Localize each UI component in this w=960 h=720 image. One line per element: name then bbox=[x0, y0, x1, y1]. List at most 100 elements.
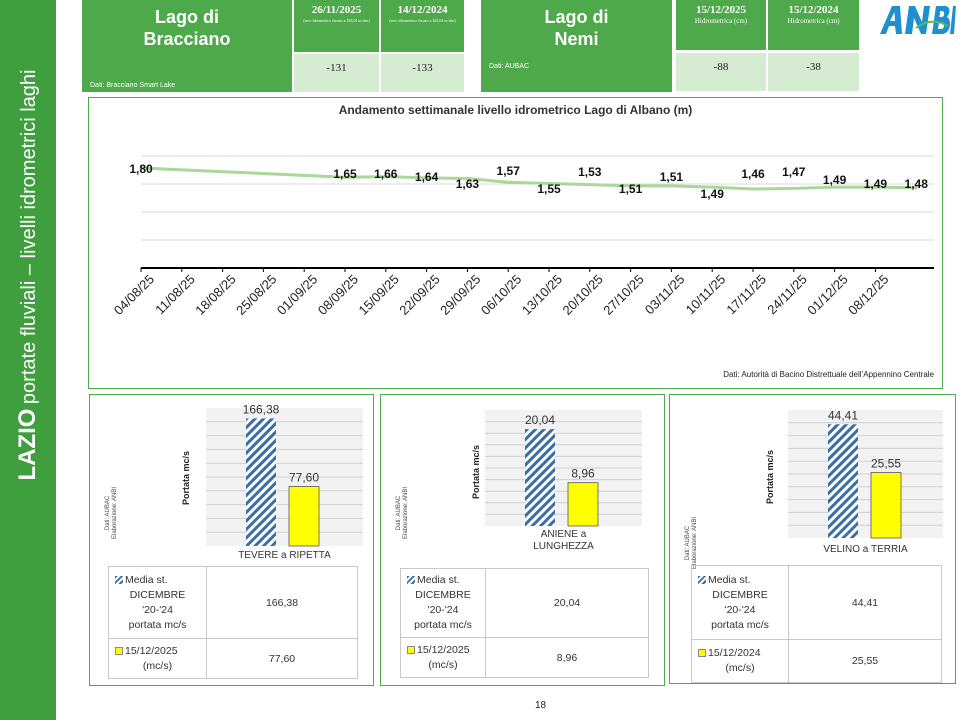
data-point bbox=[384, 175, 388, 179]
legend-text: DICEMBRE bbox=[415, 589, 471, 601]
logo-letter-a bbox=[880, 6, 902, 34]
legend-label-line: (mc/s) bbox=[692, 661, 788, 676]
data-label: 1,49 bbox=[823, 173, 847, 187]
legend-label: Media st. DICEMBRE '20-'24 portata mc/s bbox=[109, 573, 206, 633]
legend-text: 15/12/2025 bbox=[125, 644, 178, 657]
bar-value-label: 166,38 bbox=[243, 402, 280, 416]
bracciano-date-2-note: (zero idrometrico fissato a 163,04 m slm… bbox=[389, 18, 456, 23]
legend-text: '20-'24 bbox=[427, 604, 459, 616]
river-bar-chart: 44,41 25,55 bbox=[788, 408, 943, 539]
legend-text: portata mc/s bbox=[711, 618, 769, 631]
legend-series-name: 15/12/2025 (mc/s) bbox=[400, 637, 486, 678]
nemi-title-text: Lago di Nemi bbox=[544, 7, 609, 49]
data-point bbox=[873, 185, 877, 189]
data-label: 1,51 bbox=[619, 182, 643, 196]
x-tick-label: 17/11/25 bbox=[723, 272, 769, 318]
sidebar-title: LAZIO portate fluviali – livelli idromet… bbox=[14, 0, 42, 555]
station-name: TEVERE a RIPETTA bbox=[238, 550, 331, 561]
bracciano-date-header-1: 26/11/2025 (zero idrometrico fissato a 1… bbox=[294, 0, 379, 52]
legend-label: 15/12/2025 (mc/s) bbox=[109, 644, 206, 674]
panel-source-line: Dati: AUBAC bbox=[105, 495, 111, 531]
bracciano-date-1: 26/11/2025 bbox=[311, 4, 362, 16]
legend-label-line: (mc/s) bbox=[109, 659, 206, 674]
sidebar-band: LAZIO portate fluviali – livelli idromet… bbox=[0, 0, 56, 720]
x-tick-label: 20/10/25 bbox=[560, 272, 606, 318]
legend-series-name: Media st. DICEMBRE '20-'24 portata mc/s bbox=[691, 565, 789, 640]
nemi-date-header-1: 15/12/2025 Hidrometrica (cm) bbox=[676, 0, 766, 50]
x-tick-label: 18/08/25 bbox=[192, 272, 238, 318]
river-bar-chart: 166,38 77,60 bbox=[206, 402, 363, 547]
x-tick-label: 24/11/25 bbox=[764, 272, 810, 318]
legend-swatch bbox=[407, 645, 415, 654]
legend-label-line: DICEMBRE bbox=[109, 588, 206, 603]
nemi-title: Lago di Nemi bbox=[481, 6, 672, 50]
legend-series-name: Media st. DICEMBRE '20-'24 portata mc/s bbox=[400, 568, 486, 638]
legend-label-line: '20-'24 bbox=[401, 603, 485, 618]
legend-swatch bbox=[698, 575, 706, 584]
bar-yellow bbox=[870, 472, 902, 539]
nemi-value-1: -88 bbox=[676, 53, 766, 91]
bracciano-panel: Lago di Bracciano Dati: Bracciano Smart … bbox=[82, 0, 292, 92]
legend-table: Media st. DICEMBRE '20-'24 portata mc/s 20,0… bbox=[400, 568, 649, 678]
logo-letter-n bbox=[905, 6, 930, 34]
legend-label-line: 15/12/2025 bbox=[401, 643, 485, 658]
legend-label: 15/12/2024 (mc/s) bbox=[692, 646, 788, 676]
panel-source-line: Elaborazione: ANBI bbox=[112, 486, 118, 540]
nemi-date-header-2: 15/12/2024 Hidrometrica (cm) bbox=[768, 0, 859, 50]
legend-label-line: portata mc/s bbox=[401, 618, 485, 633]
legend-swatch bbox=[115, 646, 123, 655]
legend-row: 15/12/2025 (mc/s) 8,96 bbox=[400, 637, 649, 678]
bracciano-title: Lago di Bracciano bbox=[82, 6, 292, 50]
legend-label: Media st. DICEMBRE '20-'24 portata mc/s bbox=[692, 573, 788, 633]
x-tick-label: 01/12/25 bbox=[804, 272, 850, 318]
legend-text: '20-'24 bbox=[142, 603, 173, 616]
panel-source-line: Elaborazione: ANBI bbox=[403, 486, 409, 540]
data-point bbox=[547, 181, 551, 185]
series-line bbox=[140, 166, 917, 191]
legend-text: DICEMBRE bbox=[129, 588, 186, 601]
nemi-source: Dati: AUBAC bbox=[489, 63, 530, 70]
legend-label: Media st. DICEMBRE '20-'24 portata mc/s bbox=[401, 573, 485, 633]
legend-text: 15/12/2024 bbox=[708, 647, 761, 659]
data-point bbox=[833, 185, 837, 189]
legend-swatch bbox=[698, 649, 706, 658]
data-point bbox=[710, 185, 714, 189]
panel-source-line: Dati: AUBAC bbox=[685, 525, 691, 561]
bar-yellow bbox=[567, 482, 599, 527]
legend-value: 44,41 bbox=[788, 565, 942, 640]
legend-label-line: 15/12/2025 bbox=[109, 644, 206, 659]
data-label: 1,49 bbox=[864, 177, 888, 191]
x-tick-label: 15/09/25 bbox=[356, 272, 402, 318]
x-tick-label: 13/10/25 bbox=[519, 272, 565, 318]
station-name: ANIENE a LUNGHEZZA bbox=[533, 529, 594, 552]
legend-label: 15/12/2025 (mc/s) bbox=[401, 643, 485, 673]
region-name: LAZIO bbox=[14, 408, 41, 481]
bracciano-value-1: -131 bbox=[294, 54, 379, 92]
panel-source: Dati: AUBAC Elaborazione: ANBI bbox=[685, 517, 699, 569]
legend-series-name: 15/12/2025 (mc/s) bbox=[108, 638, 207, 679]
anbi-logo bbox=[880, 6, 956, 34]
albano-chart: Andamento settimanale livello idrometric… bbox=[88, 97, 943, 389]
bar-value-label: 8,96 bbox=[571, 467, 595, 481]
chart-source: Dati: Autorità di Bacino Distrettuale de… bbox=[723, 370, 934, 379]
panel-source-line: Dati: AUBAC bbox=[396, 495, 402, 531]
data-label: 1,53 bbox=[578, 165, 602, 179]
panel-source: Dati: AUBAC Elaborazione: ANBI bbox=[105, 487, 119, 539]
data-point bbox=[425, 176, 429, 180]
data-label: 1,64 bbox=[415, 170, 439, 184]
logo-swoosh bbox=[915, 20, 949, 29]
river-bar-chart: 20,04 8,96 bbox=[485, 410, 642, 527]
bracciano-date-2: 14/12/2024 bbox=[397, 4, 448, 16]
legend-label-line: 15/12/2024 bbox=[692, 646, 788, 661]
legend-text: portata mc/s bbox=[414, 619, 472, 631]
x-tick-label: 08/12/25 bbox=[845, 272, 891, 318]
bracciano-value-2: -133 bbox=[381, 54, 464, 92]
legend-text: Media st. bbox=[125, 573, 168, 586]
bar-value-label: 25,55 bbox=[871, 457, 901, 471]
legend-label-line: Media st. bbox=[109, 573, 206, 588]
legend-label-line: DICEMBRE bbox=[692, 588, 788, 603]
sidebar-subtitle: portate fluviali – livelli idrometrici l… bbox=[18, 69, 40, 405]
bracciano-source: Dati: Bracciano Smart Lake bbox=[90, 82, 176, 89]
data-label: 1,48 bbox=[905, 177, 929, 191]
data-label: 1,65 bbox=[333, 167, 357, 181]
